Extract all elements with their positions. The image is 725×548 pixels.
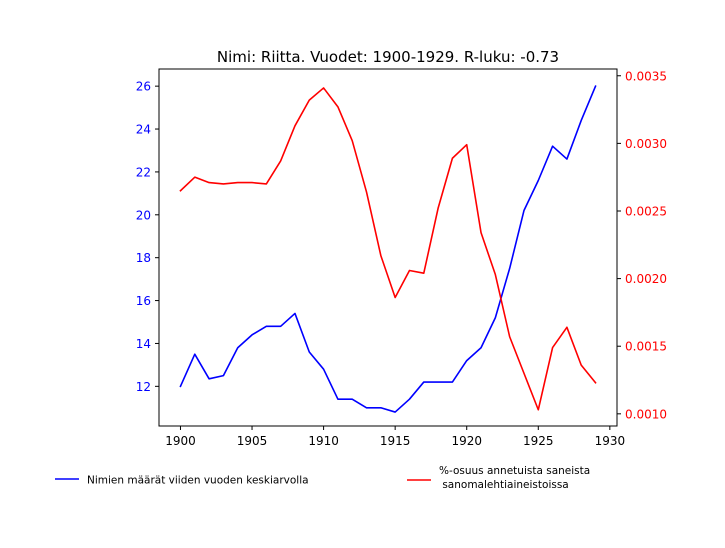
- x-tick-label: 1910: [308, 434, 339, 448]
- y-right-tick-label: 0.0035: [625, 69, 667, 83]
- y-left-tick-label: 16: [136, 294, 151, 308]
- y-left-tick-label: 24: [136, 123, 151, 137]
- x-tick-label: 1900: [165, 434, 196, 448]
- y-right-tick-label: 0.0020: [625, 272, 667, 286]
- y-right-tick-label: 0.0015: [625, 340, 667, 354]
- plot-area: 1900 1905 1910 1915 1920 1925 1930 12 14 16 18 20 22…: [136, 68, 667, 448]
- x-tick-label: 1920: [451, 434, 482, 448]
- y-left-tick-label: 22: [136, 165, 151, 179]
- legend-label-line: %-osuus annetuista saneista: [439, 465, 590, 477]
- axes-frame: [158, 68, 618, 427]
- y-left-tick-label: 18: [136, 251, 151, 265]
- x-tick-label: 1930: [595, 434, 626, 448]
- legend-label-name-count: Nimien määrät viiden vuoden keskiarvolla: [87, 475, 309, 487]
- y-left-tick-label: 20: [136, 208, 151, 222]
- y-left-tick-label: 14: [136, 337, 151, 351]
- y-left-tick-label: 26: [136, 80, 151, 94]
- y-right-tick-label: 0.0025: [625, 204, 667, 218]
- series-line-name-count: [179, 85, 597, 413]
- legend-label-percentage: %-osuus annetuista saneista sanomalehtia…: [439, 465, 590, 491]
- x-tick-label: 1925: [523, 434, 554, 448]
- chart-title: Nimi: Riitta. Vuodet: 1900-1929. R-luku:…: [217, 48, 559, 66]
- legend-label-line: sanomalehtiaineistoissa: [439, 479, 569, 491]
- y-right-tick-label: 0.0030: [625, 137, 667, 151]
- y-left-tick-label: 12: [136, 380, 151, 394]
- y-right-tick-label: 0.0010: [625, 407, 667, 421]
- x-tick-label: 1905: [237, 434, 268, 448]
- series-line-percentage: [179, 87, 597, 411]
- legend: Nimien määrät viiden vuoden keskiarvolla…: [55, 465, 590, 491]
- x-tick-label: 1915: [380, 434, 411, 448]
